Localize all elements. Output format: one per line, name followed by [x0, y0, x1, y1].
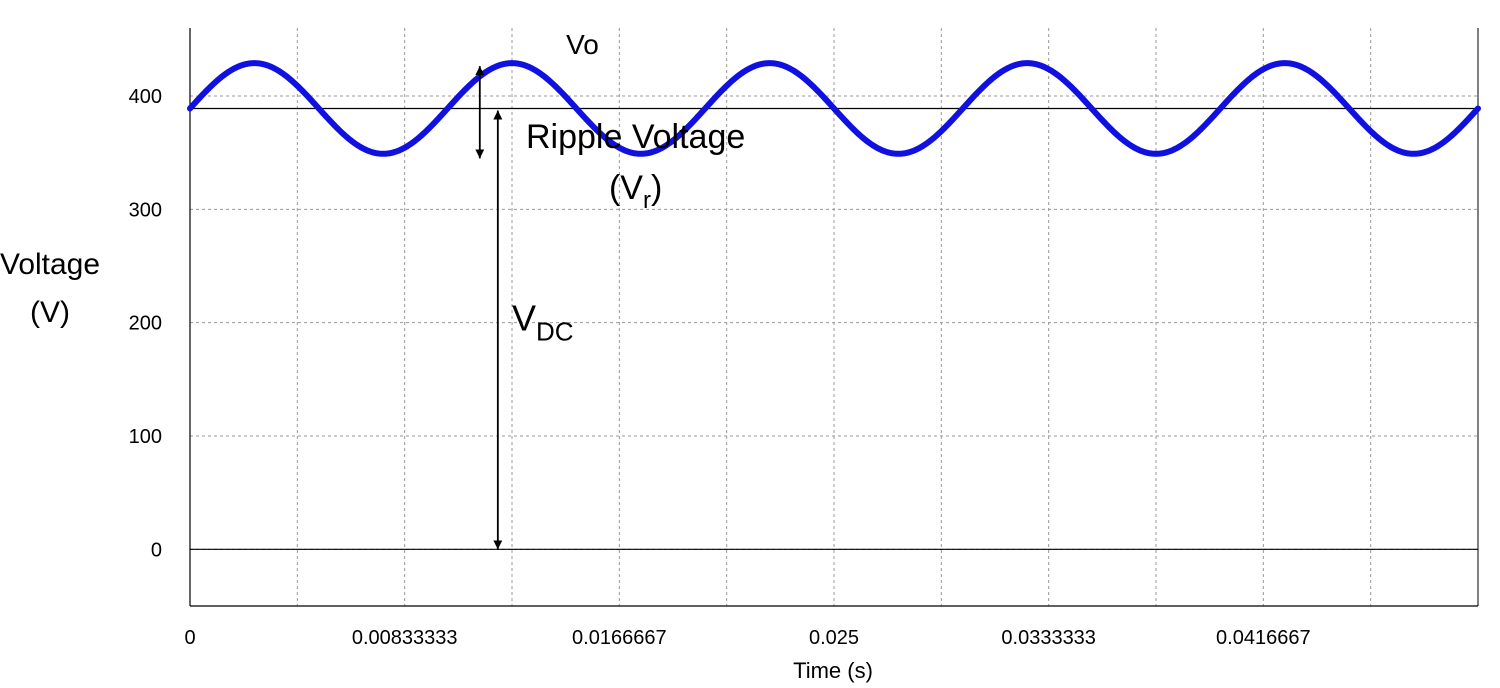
- x-axis-title: Time (s): [793, 658, 873, 683]
- y-tick-label: 300: [129, 199, 162, 221]
- x-tick-label: 0: [184, 627, 195, 649]
- x-tick-label: 0.025: [809, 627, 859, 649]
- x-tick-label: 0.0166667: [572, 627, 667, 649]
- vdc-label-subscript: DC: [536, 317, 574, 347]
- y-tick-label: 200: [129, 313, 162, 335]
- y-tick-label: 100: [129, 426, 162, 448]
- ripple-label: Ripple Voltage: [526, 118, 745, 156]
- x-tick-label: 0.0416667: [1216, 627, 1311, 649]
- ripple-symbol-main: (V: [609, 169, 643, 207]
- y-axis-title-line1: Voltage: [0, 248, 100, 281]
- y-tick-label: 400: [129, 86, 162, 108]
- series-line-vo: [187, 60, 1481, 157]
- vdc-label-main: V: [512, 298, 536, 339]
- ripple-symbol: (Vr): [609, 169, 662, 214]
- series-label-vo: Vo: [566, 29, 599, 60]
- y-axis-title-line2: (V): [30, 296, 70, 329]
- x-tick-label: 0.00833333: [352, 627, 458, 649]
- y-tick-label: 0: [151, 539, 162, 561]
- x-tick-label: 0.0333333: [1001, 627, 1096, 649]
- ripple-symbol-subscript: r: [643, 187, 651, 214]
- ripple-symbol-close: ): [651, 169, 662, 207]
- vdc-label: VDC: [512, 298, 574, 347]
